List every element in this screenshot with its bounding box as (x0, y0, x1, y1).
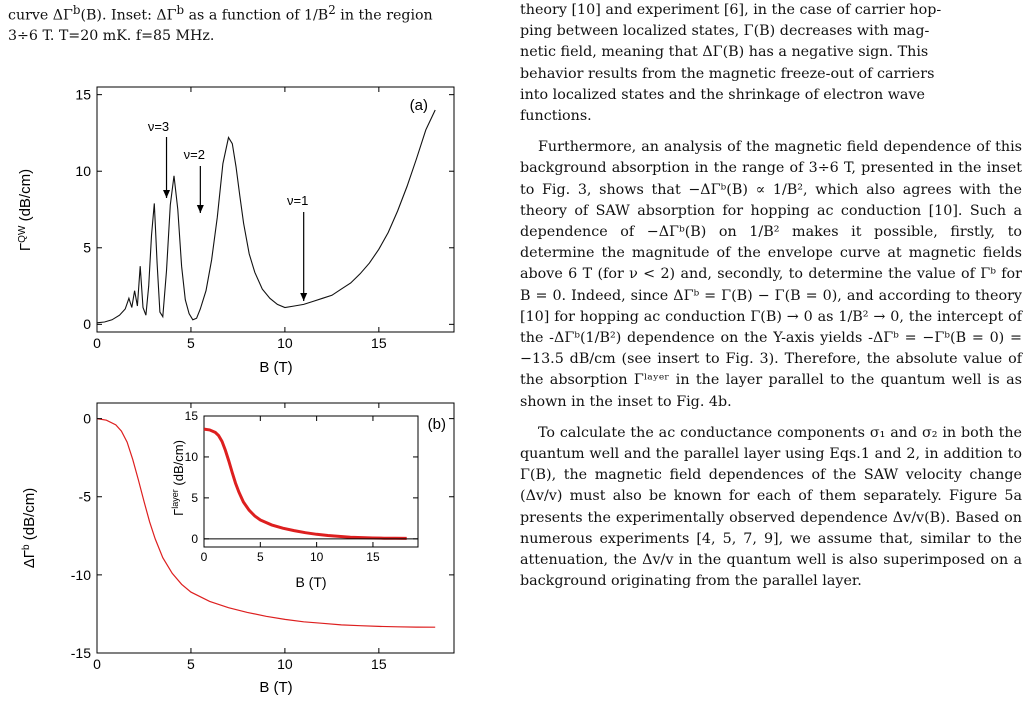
x-tick-label: 15 (366, 550, 380, 564)
x-tick-label: 0 (93, 656, 101, 672)
panel-b-frame (96, 402, 455, 654)
y-tick-label: -15 (71, 645, 91, 661)
panel-b: 0 5 10 15 0 -5 -10 -15 (b) B (T) ΔΓb (dB/cm) 0 5… (21, 402, 455, 696)
arrow-head-icon (196, 205, 204, 213)
x-tick-label: 5 (187, 656, 195, 672)
panel-b-label: (b) (428, 416, 446, 433)
panel-a-xlabel: B (T) (259, 359, 292, 376)
x-tick-label: 15 (371, 656, 387, 672)
x-tick-label: 10 (277, 335, 293, 351)
arrow-head-icon (300, 293, 308, 301)
x-tick-label: 10 (277, 656, 293, 672)
panel-b-xlabel: B (T) (259, 679, 292, 696)
y-tick-label: 5 (83, 240, 91, 256)
arrow-head-icon (163, 190, 171, 198)
x-tick-label: 0 (93, 335, 101, 351)
inset-ticks: 0 5 10 15 0 5 10 15 (185, 409, 418, 564)
paragraph-1: theory [10] and experiment [6], in the c… (520, 2, 942, 125)
panel-a-ylabel: ΓQW (dB/cm) (17, 169, 35, 251)
y-tick-label: 5 (191, 491, 198, 505)
panel-b-ticks: 0 5 10 15 0 -5 -10 -15 (71, 403, 454, 672)
panel-a-label: (a) (410, 97, 428, 114)
x-tick-label: 10 (310, 550, 324, 564)
panel-b-series-line (96, 418, 436, 628)
filling-factor-label: ν=2 (184, 147, 205, 162)
panel-a-annotations: ν=3 ν=2 ν=1 (148, 119, 308, 301)
paragraph-3: To calculate the ac conductance componen… (520, 424, 1022, 590)
filling-factor-label: ν=3 (148, 119, 169, 134)
x-tick-label: 5 (257, 550, 264, 564)
y-tick-label: 0 (191, 532, 198, 546)
panel-b-ylabel: ΔΓb (dB/cm) (21, 488, 39, 569)
x-tick-label: 15 (371, 335, 387, 351)
paragraph-2: Furthermore, an analysis of the magnetic… (520, 139, 1022, 410)
x-tick-label: 0 (201, 550, 208, 564)
x-tick-label: 5 (187, 335, 195, 351)
figure-caption: curve ΔΓb(B). Inset: ΔΓb as a function o… (8, 0, 476, 46)
filling-factor-label: ν=1 (287, 193, 308, 208)
panel-a-series-line (96, 109, 436, 324)
body-text-column: theory [10] and experiment [6], in the c… (520, 0, 1022, 592)
y-tick-label: 0 (83, 411, 91, 427)
inset-ylabel: Γlayer (dB/cm) (170, 440, 186, 516)
caption-line-2: 3÷6 T. T=20 mK. f=85 MHz. (8, 27, 215, 44)
y-tick-label: -10 (71, 567, 91, 583)
inset-xlabel: B (T) (295, 574, 326, 590)
inset: 0 5 10 15 0 5 10 15 B (T) Γlayer (dB/cm) (170, 409, 419, 590)
inset-series-line (203, 427, 407, 540)
y-tick-label: 15 (75, 87, 91, 103)
caption-line-1: curve ΔΓb(B). Inset: ΔΓb as a function o… (8, 3, 433, 24)
y-tick-label: 0 (83, 316, 91, 332)
inset-frame (203, 415, 419, 548)
y-tick-label: -5 (79, 489, 92, 505)
y-tick-label: 10 (185, 450, 199, 464)
y-tick-label: 10 (75, 163, 91, 179)
panel-a-frame (96, 86, 455, 333)
panel-a-ticks: 0 5 10 15 0 5 10 15 (75, 87, 454, 351)
y-tick-label: 15 (185, 409, 199, 423)
